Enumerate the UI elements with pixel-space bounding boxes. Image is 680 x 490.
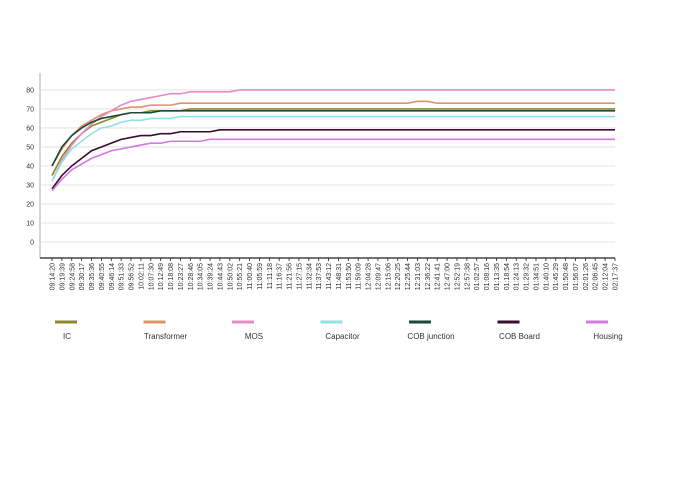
legend-label: COB Board: [499, 332, 540, 341]
y-tick-label: 0: [30, 240, 34, 247]
x-tick-label: 12:52:19: [454, 263, 461, 290]
series-line: [51, 115, 615, 182]
x-tick-label: 10:02:11: [138, 263, 145, 290]
x-tick-label: 02:17:37: [613, 263, 620, 290]
x-tick-label: 09:35:36: [89, 263, 96, 290]
series-line: [51, 100, 615, 167]
x-tick-label: 09:46:14: [109, 263, 116, 290]
x-tick-label: 12:57:38: [464, 263, 471, 290]
x-tick-label: 09:14:20: [50, 263, 57, 290]
x-tick-label: 01:13:35: [494, 263, 501, 290]
x-tick-label: 12:25:44: [405, 263, 412, 290]
x-tick-label: 10:07:30: [148, 263, 155, 290]
x-tick-label: 12:41:41: [435, 263, 442, 290]
series-line: [51, 110, 615, 167]
x-tick-label: 11:05:59: [257, 263, 264, 290]
x-tick-label: 11:27:15: [296, 263, 303, 290]
x-tick-label: 12:47:00: [445, 263, 452, 290]
x-tick-label: 10:39:24: [208, 263, 215, 290]
x-tick-label: 10:18:08: [168, 263, 175, 290]
series-line: [51, 138, 615, 192]
y-tick-label: 10: [26, 221, 34, 228]
legend-label: MOS: [245, 332, 263, 341]
x-tick-label: 12:09:47: [375, 263, 382, 290]
x-tick-label: 09:56:52: [129, 263, 136, 290]
y-tick-label: 20: [26, 202, 34, 209]
y-tick-label: 30: [26, 182, 34, 189]
legend-label: Transformer: [144, 332, 188, 341]
x-tick-label: 11:48:31: [336, 263, 343, 290]
x-tick-label: 12:15:06: [385, 263, 392, 290]
x-tick-label: 11:59:09: [356, 263, 363, 290]
x-tick-label: 11:21:56: [287, 263, 294, 290]
legend-label: COB junction: [407, 332, 454, 341]
x-tick-label: 09:51:33: [119, 263, 126, 290]
x-tick-label: 09:24:58: [69, 263, 76, 290]
x-tick-label: 01:45:29: [553, 263, 560, 290]
x-tick-label: 12:31:03: [415, 263, 422, 290]
x-tick-label: 12:20:25: [395, 263, 402, 290]
series-line: [51, 129, 615, 190]
x-tick-label: 10:12:49: [158, 263, 165, 290]
y-tick-label: 70: [26, 106, 34, 113]
x-tick-label: 11:11:18: [267, 263, 274, 289]
x-tick-label: 01:24:13: [514, 263, 521, 290]
x-tick-label: 09:40:55: [99, 263, 106, 290]
x-tick-label: 11:32:34: [306, 263, 313, 290]
x-tick-label: 01:02:57: [474, 263, 481, 290]
x-tick-label: 10:50:02: [227, 263, 234, 290]
x-tick-label: 01:08:16: [484, 263, 491, 290]
y-tick-label: 60: [26, 125, 34, 132]
x-tick-label: 02:01:26: [583, 263, 590, 290]
y-tick-label: 50: [26, 144, 34, 151]
x-tick-label: 10:28:46: [188, 263, 195, 290]
x-tick-label: 11:53:50: [346, 263, 353, 290]
x-tick-label: 02:12:04: [603, 263, 610, 290]
x-tick-label: 09:30:17: [79, 263, 86, 290]
x-tick-label: 12:36:22: [425, 263, 432, 290]
x-tick-label: 11:16:37: [277, 263, 284, 290]
y-tick-label: 40: [26, 163, 34, 170]
legend-label: Capacitor: [325, 332, 360, 341]
legend-label: IC: [63, 332, 71, 341]
x-tick-label: 01:40:10: [543, 263, 550, 290]
x-tick-label: 10:34:05: [198, 263, 205, 290]
x-tick-label: 12:04:28: [366, 263, 373, 290]
x-tick-label: 11:37:53: [316, 263, 323, 290]
x-tick-label: 01:29:32: [524, 263, 531, 290]
y-tick-label: 80: [26, 87, 34, 94]
x-tick-label: 11:43:12: [326, 263, 333, 290]
x-tick-label: 01:18:54: [504, 263, 511, 290]
x-tick-label: 01:50:48: [563, 263, 570, 290]
x-tick-label: 10:44:43: [217, 263, 224, 290]
x-tick-label: 01:56:07: [573, 263, 580, 290]
x-tick-label: 09:19:39: [59, 263, 66, 290]
x-tick-label: 01:34:51: [533, 263, 540, 290]
x-tick-label: 10:23:27: [178, 263, 185, 290]
x-tick-label: 11:00:40: [247, 263, 254, 290]
x-tick-label: 10:55:21: [237, 263, 244, 290]
series-line: [51, 108, 615, 176]
legend-label: Housing: [593, 332, 622, 341]
x-tick-label: 02:06:45: [593, 263, 600, 290]
series-line: [51, 89, 615, 182]
